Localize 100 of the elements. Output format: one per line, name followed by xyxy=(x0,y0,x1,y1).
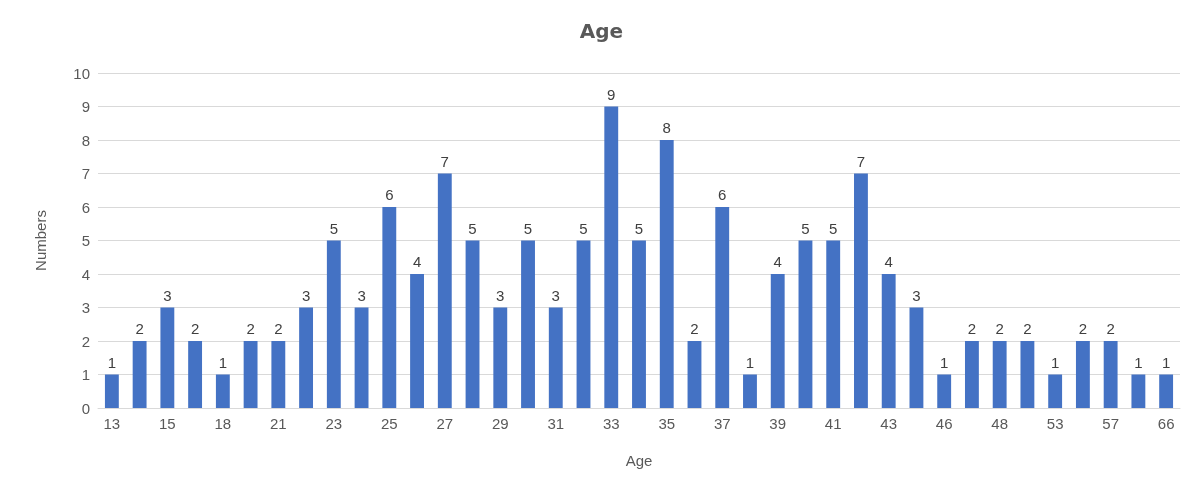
bar xyxy=(160,307,175,408)
data-label: 3 xyxy=(163,286,172,304)
data-label: 4 xyxy=(773,253,782,270)
data-label: 5 xyxy=(634,219,644,237)
bar xyxy=(299,307,314,408)
x-tick-label: 27 xyxy=(436,415,454,432)
bar xyxy=(743,374,757,408)
data-label: 9 xyxy=(607,85,616,103)
data-label: 5 xyxy=(329,219,338,237)
x-tick-label: 35 xyxy=(658,415,676,432)
bar xyxy=(909,307,924,408)
data-label: 7 xyxy=(856,152,866,170)
bar xyxy=(632,240,646,408)
y-tick-label: 3 xyxy=(81,299,90,316)
data-label: 2 xyxy=(690,320,699,337)
bar xyxy=(132,341,147,408)
bar xyxy=(687,341,702,408)
y-tick-label: 1 xyxy=(81,366,90,383)
data-label: 2 xyxy=(967,320,977,337)
x-tick-label: 43 xyxy=(880,415,898,432)
x-tick-label: 13 xyxy=(103,415,121,432)
y-tick-label: 4 xyxy=(81,265,90,283)
bar xyxy=(659,140,674,408)
bar xyxy=(271,341,286,408)
bar xyxy=(1131,374,1146,408)
data-label: 4 xyxy=(412,253,422,270)
bar xyxy=(104,374,119,408)
data-label: 1 xyxy=(218,353,228,371)
data-label: 1 xyxy=(1134,353,1143,371)
data-label: 2 xyxy=(1023,320,1032,337)
data-label: 3 xyxy=(357,286,366,304)
data-label: 2 xyxy=(135,320,144,337)
bar xyxy=(881,274,896,408)
bar xyxy=(493,307,508,408)
data-label: 2 xyxy=(190,320,200,337)
bar xyxy=(410,274,424,408)
bar xyxy=(521,240,535,408)
x-tick-label: 66 xyxy=(1157,415,1175,432)
x-tick-label: 31 xyxy=(547,415,565,432)
x-tick-label: 39 xyxy=(769,415,787,432)
bar xyxy=(992,341,1007,408)
data-label: 8 xyxy=(662,119,671,136)
bar xyxy=(826,240,841,408)
bar xyxy=(243,341,258,408)
y-tick-label: 9 xyxy=(81,98,90,115)
bar xyxy=(326,240,341,408)
y-tick-label: 0 xyxy=(81,399,90,417)
bar xyxy=(465,240,480,408)
bar xyxy=(937,374,952,408)
x-tick-label: 57 xyxy=(1102,415,1119,432)
data-label: 6 xyxy=(718,186,727,203)
bar xyxy=(382,207,397,408)
bar xyxy=(437,173,452,408)
bar xyxy=(1103,341,1118,408)
data-label: 1 xyxy=(1050,353,1060,371)
y-axis-title: Numbers xyxy=(32,210,49,271)
x-tick-label: 37 xyxy=(713,415,731,432)
x-tick-label: 33 xyxy=(602,415,620,432)
chart-title: Age xyxy=(579,19,624,43)
y-tick-label: 6 xyxy=(81,198,90,216)
bar xyxy=(1048,374,1063,408)
bar xyxy=(1020,341,1035,408)
data-label: 6 xyxy=(385,186,394,203)
bar xyxy=(188,341,203,408)
x-tick-label: 46 xyxy=(935,415,953,432)
data-label: 2 xyxy=(1106,320,1115,337)
x-tick-label: 15 xyxy=(159,415,176,432)
x-axis-title: Age xyxy=(625,452,653,469)
data-label: 5 xyxy=(523,219,533,237)
data-label: 5 xyxy=(468,219,477,237)
data-label: 1 xyxy=(745,353,755,371)
y-tick-label: 8 xyxy=(81,131,90,149)
data-label: 2 xyxy=(274,320,283,337)
x-tick-label: 48 xyxy=(991,415,1009,432)
y-tick-label: 7 xyxy=(81,165,90,182)
data-label: 1 xyxy=(1161,353,1171,371)
x-tick-label: 29 xyxy=(491,415,509,432)
data-label: 3 xyxy=(301,286,311,304)
data-label: 3 xyxy=(496,286,505,304)
x-tick-label: 25 xyxy=(380,415,398,432)
x-tick-label: 18 xyxy=(214,415,232,432)
bar xyxy=(354,307,369,408)
data-label: 4 xyxy=(884,253,893,270)
bar xyxy=(548,307,563,408)
data-label: 5 xyxy=(829,219,838,237)
data-label: 7 xyxy=(440,152,449,170)
bar xyxy=(964,341,979,408)
x-tick-label: 23 xyxy=(325,415,343,432)
x-tick-label: 41 xyxy=(824,415,842,432)
data-label: 3 xyxy=(912,286,921,304)
bar xyxy=(1075,341,1090,408)
bar xyxy=(798,240,813,408)
data-label: 2 xyxy=(1078,320,1088,337)
data-label: 5 xyxy=(579,219,588,237)
y-tick-label: 2 xyxy=(81,332,90,350)
data-label: 3 xyxy=(551,286,560,304)
bar xyxy=(576,240,591,408)
bar xyxy=(604,106,619,408)
bar xyxy=(770,274,785,408)
y-tick-label: 5 xyxy=(81,232,90,249)
